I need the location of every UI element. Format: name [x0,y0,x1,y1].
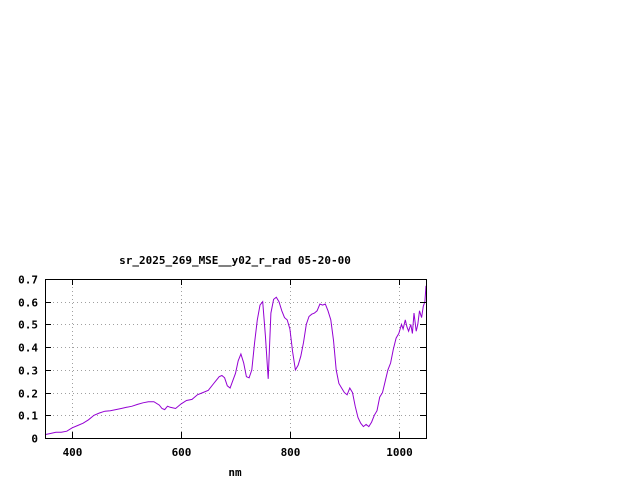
y-tick-label: 0.4 [18,342,38,355]
tick-labels: 0 0.1 0.2 0.3 0.4 0.5 0.6 0.7 400 600 800 1000 [18,274,413,460]
y-tick-label: 0.6 [18,297,38,310]
y-tick-label: 0.3 [18,365,38,378]
x-tick-label: 400 [63,446,83,459]
y-tick-label: 0.7 [18,274,38,287]
x-axis-label: nm [228,466,242,479]
y-tick-label: 0.1 [18,410,38,423]
chart-title: sr_2025_269_MSE__y02_r_rad 05-20-00 [119,254,351,267]
plot-frame [45,279,427,439]
x-tick-label: 600 [172,446,192,459]
spectrum-line [44,285,427,436]
y-tick-label: 0 [31,433,38,446]
x-tick-label: 1000 [386,446,413,459]
y-tick-label: 0.5 [18,319,38,332]
grid-lines [45,279,426,438]
x-tick-label: 800 [281,446,301,459]
series-layer [44,285,427,436]
axis-ticks [45,279,426,439]
y-tick-label: 0.2 [18,388,38,401]
